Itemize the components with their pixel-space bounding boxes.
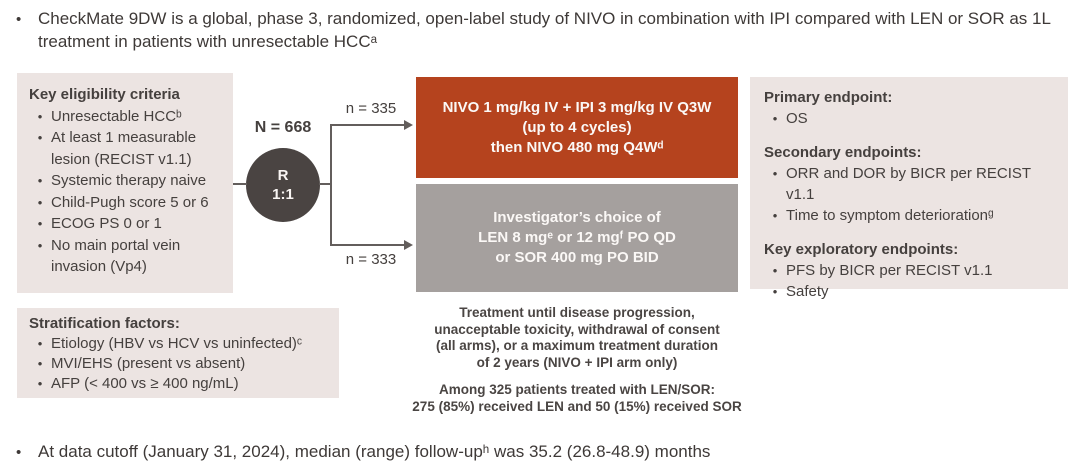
bullet-icon: [16, 440, 38, 464]
stratification-panel: Stratification factors: Etiology (HBV vs…: [17, 308, 339, 398]
total-n-label: N = 668: [254, 119, 312, 136]
endpoints-panel: Primary endpoint: OS Secondary endpoints…: [750, 77, 1068, 300]
list-item: PFS by BICR per RECIST v1.1: [764, 260, 1058, 281]
connector-line: [319, 183, 332, 185]
randomization-circle: R 1:1: [246, 148, 320, 222]
list-item: OS: [764, 108, 1058, 129]
bullet-icon: [29, 334, 51, 354]
list-item: Etiology (HBV vs HCV vs uninfected)ᶜ: [29, 334, 329, 354]
bullet-icon: [29, 235, 51, 278]
arrow-right-icon: [404, 240, 413, 250]
arrow-right-icon: [404, 120, 413, 130]
randomization-r: R: [277, 167, 289, 184]
list-item: Systemic therapy naive: [29, 170, 223, 192]
list-item: AFP (< 400 vs ≥ 400 ng/mL): [29, 374, 329, 394]
branch-line: [330, 124, 332, 246]
list-item: No main portal vein invasion (Vp4): [29, 235, 223, 278]
secondary-endpoints-title: Secondary endpoints:: [764, 144, 922, 161]
exploratory-endpoints-title: Key exploratory endpoints:: [764, 241, 959, 258]
bullet-icon: [764, 260, 786, 281]
bullet-icon: [764, 163, 786, 205]
list-item: ECOG PS 0 or 1: [29, 213, 223, 235]
len-sor-distribution-note: Among 325 patients treated with LEN/SOR:…: [412, 382, 742, 414]
list-item: At least 1 measurable lesion (RECIST v1.…: [29, 127, 223, 170]
bullet-icon: [764, 205, 786, 226]
primary-endpoint-title: Primary endpoint:: [764, 89, 893, 106]
bullet-icon: [29, 374, 51, 394]
bullet-icon: [29, 192, 51, 214]
followup-text: At data cutoff (January 31, 2024), media…: [38, 442, 711, 461]
treatment-duration-note: Treatment until disease progression, una…: [434, 305, 720, 370]
arm1-arrow-line: [330, 124, 405, 126]
randomization-ratio: 1:1: [272, 186, 294, 203]
list-item: ORR and DOR by BICR per RECIST v1.1: [764, 163, 1058, 205]
arm2-n-label: n = 333: [345, 251, 397, 268]
arm2-arrow-line: [330, 244, 405, 246]
connector-line: [233, 183, 247, 185]
bullet-icon: [29, 127, 51, 170]
eligibility-title: Key eligibility criteria: [29, 86, 180, 103]
list-item: Safety: [764, 281, 1058, 302]
arm1-n-label: n = 335: [345, 100, 397, 117]
len-sor-arm-box: Investigator’s choice of LEN 8 mgᵉ or 12…: [416, 184, 738, 292]
followup-bullet: At data cutoff (January 31, 2024), media…: [16, 440, 1072, 464]
bullet-icon: [29, 106, 51, 128]
bullet-icon: [16, 7, 38, 53]
intro-bullet: CheckMate 9DW is a global, phase 3, rand…: [16, 7, 1072, 53]
list-item: Unresectable HCCᵇ: [29, 106, 223, 128]
bullet-icon: [764, 281, 786, 302]
list-item: Child-Pugh score 5 or 6: [29, 192, 223, 214]
bullet-icon: [764, 108, 786, 129]
list-item: Time to symptom deteriorationᵍ: [764, 205, 1058, 226]
intro-text: CheckMate 9DW is a global, phase 3, rand…: [38, 9, 1051, 51]
stratification-title: Stratification factors:: [29, 315, 180, 332]
bullet-icon: [29, 213, 51, 235]
eligibility-panel: Key eligibility criteria Unresectable HC…: [17, 73, 233, 293]
bullet-icon: [29, 170, 51, 192]
list-item: MVI/EHS (present vs absent): [29, 354, 329, 374]
bullet-icon: [29, 354, 51, 374]
nivo-ipi-arm-box: NIVO 1 mg/kg IV + IPI 3 mg/kg IV Q3W (up…: [416, 77, 738, 178]
